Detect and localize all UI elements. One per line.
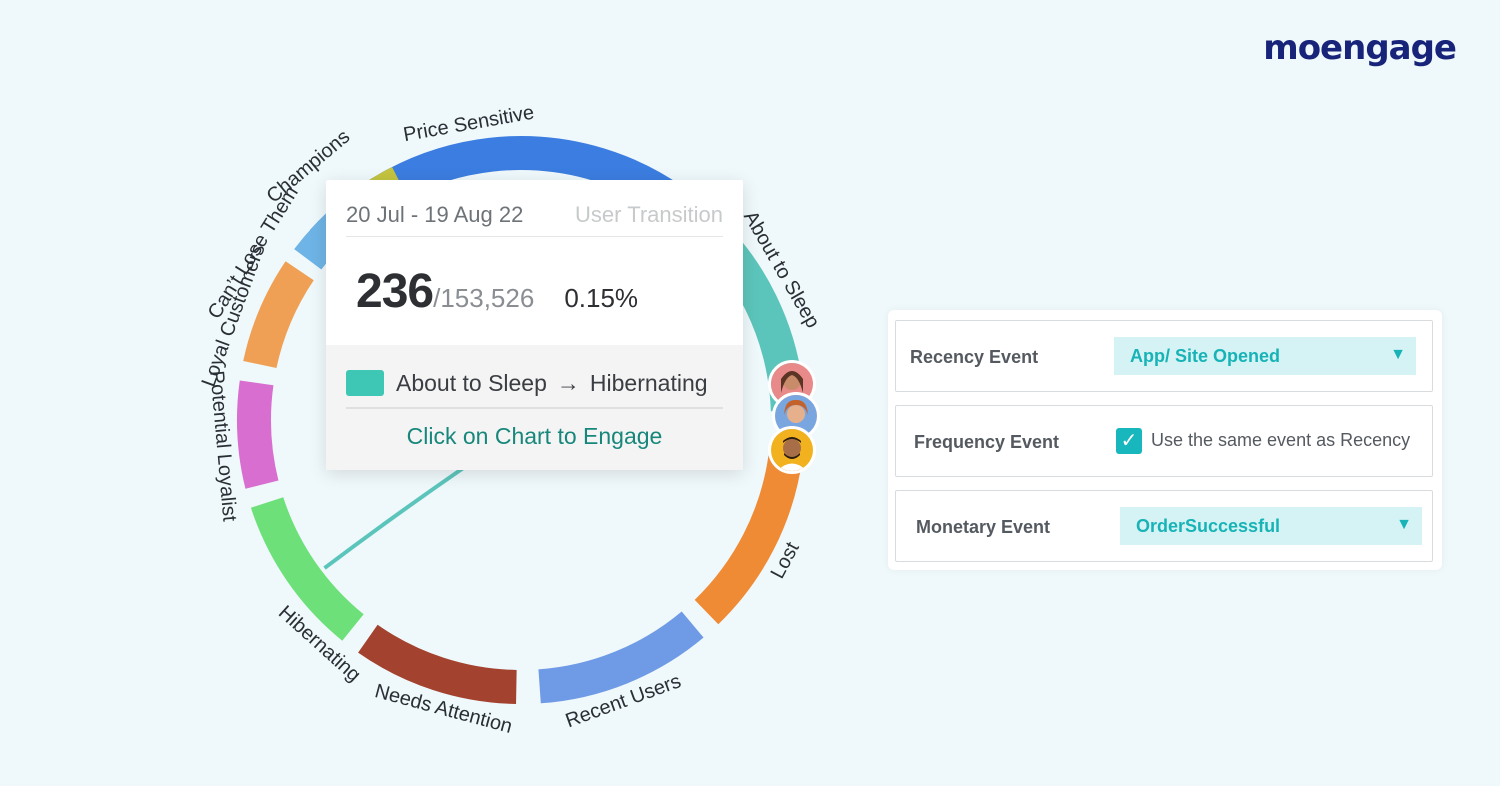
same-event-checkbox[interactable]: ✓ <box>1116 428 1142 454</box>
engage-link[interactable]: Click on Chart to Engage <box>406 423 663 449</box>
frequency-label: Frequency Event <box>914 432 1060 452</box>
same-event-label: Use the same event as Recency <box>1151 430 1411 450</box>
from-segment: About to Sleep <box>396 369 547 396</box>
arc-loyal-customers[interactable] <box>243 261 314 369</box>
recency-event-select[interactable]: App/ Site Opened ▼ <box>1114 337 1416 375</box>
monetary-row: Monetary Event OrderSuccessful ▼ <box>895 490 1433 562</box>
moengage-logo: moengage <box>1263 28 1457 68</box>
tooltip-footer: About to Sleep → Hibernating Click on Ch… <box>326 345 743 470</box>
dropdown-caret-icon: ▼ <box>1396 516 1412 533</box>
monetary-event-select[interactable]: OrderSuccessful ▼ <box>1120 507 1422 545</box>
color-swatch <box>346 370 384 396</box>
rfm-settings-panel: Recency Event App/ Site Opened ▼ Frequen… <box>888 310 1442 570</box>
dropdown-caret-icon: ▼ <box>1390 346 1406 363</box>
total-value: /153,526 <box>433 283 535 313</box>
arrow-right-icon: → <box>556 369 580 396</box>
arc-hibernating[interactable] <box>250 497 364 641</box>
arc-needs-attention[interactable] <box>358 624 517 704</box>
recency-row: Recency Event App/ Site Opened ▼ <box>895 320 1433 392</box>
frequency-row: Frequency Event ✓ Use the same event as … <box>895 405 1433 477</box>
recency-value: App/ Site Opened <box>1130 346 1281 366</box>
monetary-value: OrderSuccessful <box>1136 516 1281 536</box>
arc-recent-users[interactable] <box>538 611 704 704</box>
tooltip-title: User Transition <box>575 202 723 227</box>
arc-potential-loyalist[interactable] <box>237 380 279 489</box>
transition-row: About to Sleep → Hibernating <box>346 359 723 409</box>
transition-tooltip: 20 Jul - 19 Aug 22 User Transition 236 /… <box>326 180 743 470</box>
count-value: 236 <box>356 265 434 318</box>
recency-label: Recency Event <box>910 347 1039 367</box>
label-potential-loyalist: Potential Loyalist <box>205 370 240 523</box>
monetary-label: Monetary Event <box>916 517 1051 537</box>
user-avatar-3 <box>768 426 816 474</box>
date-range: 20 Jul - 19 Aug 22 <box>346 202 524 227</box>
tooltip-header: 20 Jul - 19 Aug 22 User Transition <box>346 194 723 237</box>
arc-lost[interactable] <box>694 454 803 625</box>
to-segment: Hibernating <box>589 369 708 396</box>
transition-count: 236 /153,526 0.15% <box>356 264 638 319</box>
percent-value: 0.15% <box>564 283 639 313</box>
